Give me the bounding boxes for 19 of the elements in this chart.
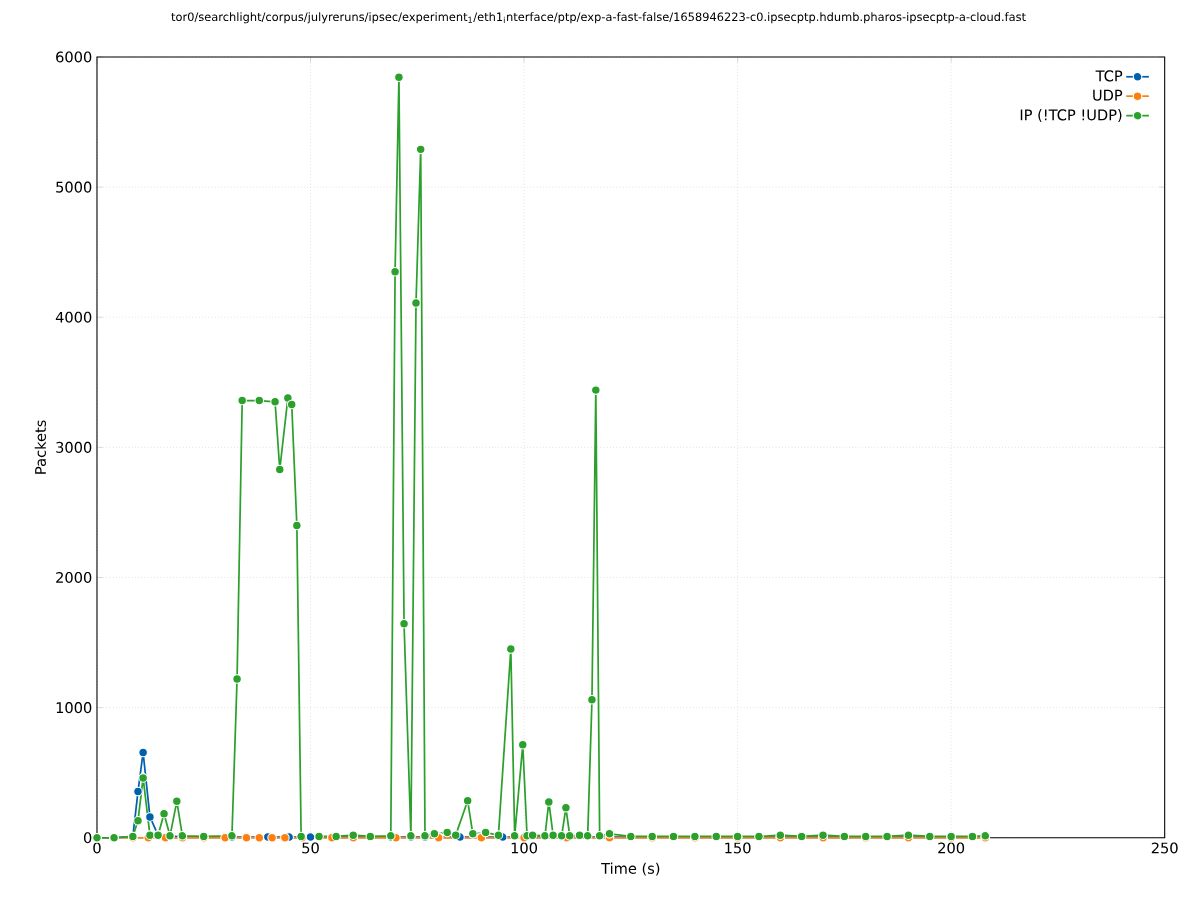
x-tick-label: 150 xyxy=(725,842,751,854)
y-tick-label: 4000 xyxy=(55,311,92,323)
legend-label: IP (!TCP !UDP) xyxy=(1020,109,1122,123)
y-tick-label: 3000 xyxy=(56,441,92,454)
legend-label: TCP xyxy=(1095,70,1123,82)
x-axis-title: Time (s) xyxy=(601,862,660,876)
chart-title: tor0/searchlight/corpus/julyreruns/ipsec/experiment$_{1}$/eth1$_{i}$nterface/ptp/exp-a-fast-false/1658946223-c0.ipsecptp.hdumb.pharos-ipsecptp-a-cloud.fast xyxy=(171,12,1026,24)
y-tick-label: 0 xyxy=(83,832,92,844)
y-tick-label: 6000 xyxy=(56,51,92,63)
y-tick-label: 5000 xyxy=(56,181,92,193)
x-tick-label: 100 xyxy=(511,842,538,854)
x-tick-label: 50 xyxy=(302,842,319,854)
y-axis-title: Packets xyxy=(34,420,46,474)
x-tick-label: 200 xyxy=(938,842,965,854)
x-tick-label: 250 xyxy=(1151,842,1178,854)
x-tick-label: 0 xyxy=(93,842,101,854)
legend-label: UDP xyxy=(1093,89,1123,101)
y-tick-label: 2000 xyxy=(56,572,92,584)
y-tick-label: 1000 xyxy=(56,702,92,714)
